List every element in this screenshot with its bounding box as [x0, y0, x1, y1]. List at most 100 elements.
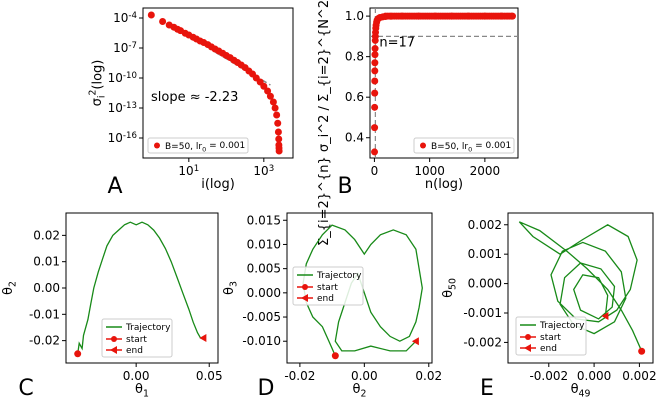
- start-marker: [331, 352, 339, 360]
- legend-box: [101, 318, 173, 358]
- legend-marker: [420, 142, 426, 149]
- y-tick-label: -0.005: [242, 310, 281, 324]
- legend-start-marker: [111, 336, 117, 342]
- legend-marker: [154, 142, 160, 149]
- data-point: [275, 147, 283, 155]
- x-axis-label: θ49​: [571, 382, 591, 399]
- legend-label: start: [126, 335, 147, 345]
- y-tick-label: 10-13​: [108, 101, 137, 115]
- panel-letter: D: [258, 376, 275, 401]
- slope-annotation: slope ≈ -2.23: [151, 90, 238, 105]
- legend-label: end: [126, 346, 143, 356]
- end-marker: [411, 337, 419, 346]
- data-point: [371, 45, 379, 53]
- data-point: [275, 135, 283, 143]
- panel-letter: E: [480, 376, 494, 401]
- panel-letter: A: [107, 174, 122, 199]
- legend-label: B=50, lr0​ = 0.001: [431, 141, 511, 153]
- start-marker: [638, 347, 646, 355]
- legend-label: Trajectory: [316, 271, 362, 281]
- y-axis-label: θ2​: [1, 281, 18, 295]
- panel-e: -0.002 0.000 0.002 0.002 0.001 0.000 -0.001 -0.…: [441, 212, 657, 401]
- panel-c: 0.00 0.05 0.02 0.01 0.00 -0.01 -0.02 θ1​ θ2​ Traj…: [1, 212, 223, 401]
- x-axis-label: θ2​: [353, 382, 367, 399]
- panel-b: 0 1000 2000 0.4 0.6 0.8 1.0 n(log) Σ_{i=2}^{n} σ…: [317, 0, 519, 246]
- x-tick-label: 103​: [253, 164, 274, 178]
- x-tick-label: 0.05: [196, 369, 223, 383]
- y-axis-label: σi​2​(log): [88, 60, 108, 107]
- legend-end-marker: [301, 294, 308, 302]
- y-tick-label: 0.4: [345, 131, 364, 145]
- y-tick-label: -0.02: [29, 334, 60, 348]
- y-tick-label: 10-16​: [108, 131, 137, 145]
- legend-label: start: [317, 283, 338, 293]
- trajectory-line: [302, 224, 423, 356]
- y-tick-label: 0.010: [247, 237, 281, 251]
- y-tick-label: 10-10​: [108, 71, 137, 85]
- y-tick-label: 0.8: [345, 50, 364, 64]
- axes-frame: [142, 7, 294, 159]
- data-point: [371, 51, 379, 59]
- x-axis-label: n(log): [425, 177, 463, 192]
- y-tick-label: -0.01: [29, 307, 60, 321]
- panel-d: -0.02 0.00 0.02 0.015 0.010 0.005 0.000 -0.005 -…: [222, 212, 442, 401]
- y-tick-label: -0.001: [463, 306, 502, 320]
- panel-letter: B: [337, 174, 352, 199]
- legend-label: end: [317, 294, 334, 304]
- x-tick-label: -0.002: [529, 369, 568, 383]
- axes-frame: [507, 212, 654, 364]
- data-point: [371, 89, 379, 97]
- data-point: [273, 111, 281, 119]
- data-point: [147, 11, 155, 19]
- data-point: [159, 17, 167, 25]
- data-point: [371, 124, 379, 132]
- x-tick-label: 0.00: [351, 369, 378, 383]
- data-point: [371, 103, 379, 111]
- y-tick-label: 0.02: [33, 228, 60, 242]
- y-tick-label: 1.0: [345, 9, 364, 23]
- end-marker: [199, 334, 207, 342]
- x-tick-label: 0.000: [577, 369, 611, 383]
- data-point: [371, 67, 379, 75]
- y-axis-label: θ3​: [222, 281, 239, 295]
- y-axis-label: Σ_{i=2}^{n} σ_i^2 / Σ_{i=2}^{N^2} σ_i^2(…: [317, 0, 332, 246]
- x-tick-label: -0.02: [284, 369, 315, 383]
- y-tick-label: 0.015: [247, 213, 281, 227]
- start-marker: [74, 350, 82, 358]
- x-tick-label: 2000: [470, 164, 501, 178]
- y-tick-label: -0.002: [463, 335, 502, 349]
- legend-label: Trajectory: [539, 321, 585, 331]
- y-tick-label: 0.002: [468, 218, 502, 232]
- y-tick-label: -0.010: [242, 334, 281, 348]
- panel-a: 101​ 103​ 10-4​ 10-7​ 10-10​ 10-13​ 10-16​ i(lo…: [88, 7, 294, 199]
- x-tick-label: 0.002: [622, 369, 656, 383]
- x-axis-label: θ1​: [135, 382, 149, 399]
- legend-box: [413, 137, 515, 154]
- data-point: [507, 12, 515, 20]
- y-tick-label: 0.00: [33, 281, 60, 295]
- y-tick-label: 0.01: [33, 255, 60, 269]
- axes-frame: [286, 212, 433, 364]
- legend-box: [292, 266, 364, 306]
- data-point: [264, 87, 272, 95]
- legend-box: [147, 137, 249, 154]
- x-tick-label: 0.00: [123, 369, 150, 383]
- legend-label: start: [540, 333, 561, 343]
- x-tick-label: 101​: [178, 164, 199, 178]
- legend-label: end: [540, 344, 557, 354]
- legend-end-marker: [110, 346, 117, 354]
- data-point: [266, 92, 274, 100]
- legend-box: [515, 316, 587, 356]
- y-tick-label: 0.000: [468, 277, 502, 291]
- trajectory-line: [518, 221, 643, 352]
- panel-letter: C: [18, 376, 33, 401]
- data-point: [271, 104, 279, 112]
- trajectory-line: [77, 221, 204, 354]
- x-tick-label: 0: [371, 164, 379, 178]
- x-tick-label: 0.02: [415, 369, 442, 383]
- legend-start-marker: [525, 334, 531, 340]
- legend-label: Trajectory: [125, 323, 171, 333]
- axes-frame: [369, 7, 519, 159]
- data-point: [371, 77, 379, 85]
